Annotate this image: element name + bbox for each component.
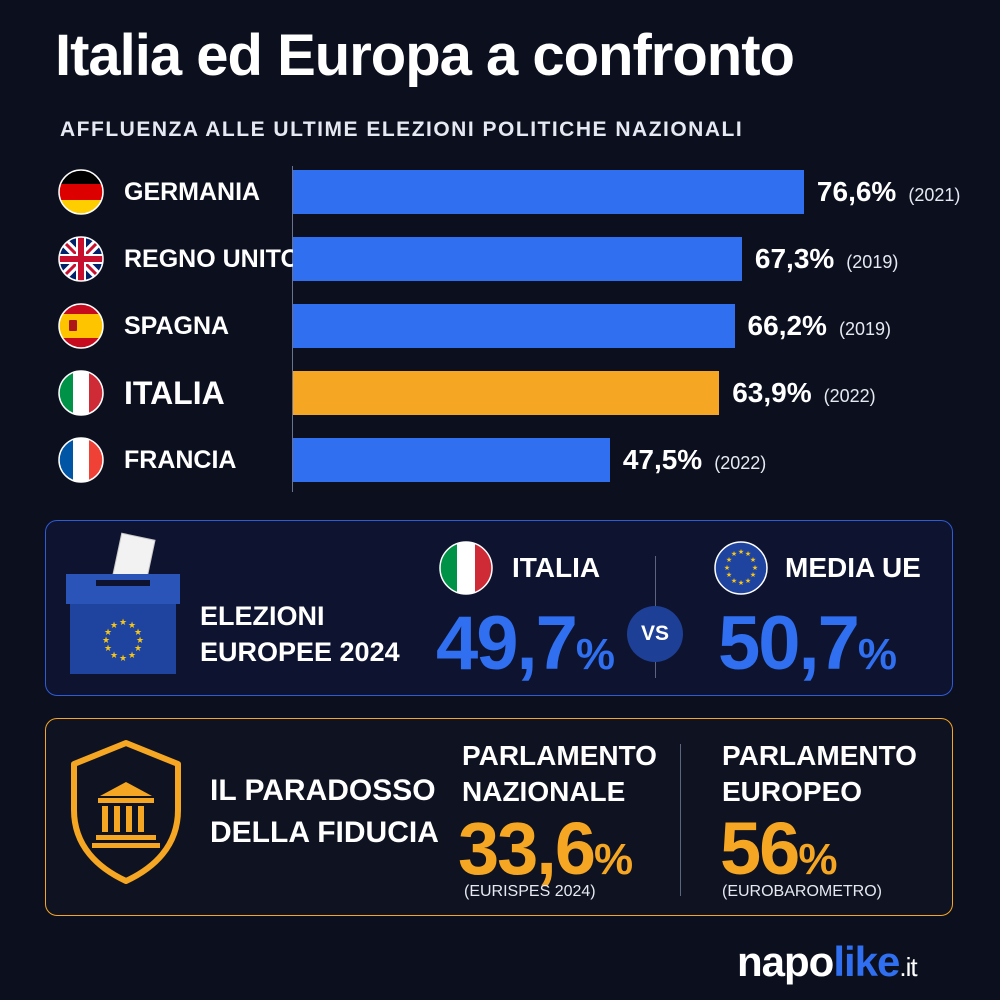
ballot-box-icon: ★ ★★ ★★★ ★★★ ★★★: [66, 532, 180, 674]
value-label: 47,5%: [622, 444, 703, 475]
svg-text:★: ★: [738, 579, 744, 587]
category-label: GERMANIA: [124, 178, 261, 206]
trust-divider: [680, 744, 681, 896]
value-label: 67,3%: [754, 243, 835, 274]
year-label: (2022): [714, 453, 767, 473]
bar: [293, 304, 735, 348]
trust-paradox-label-line2: DELLA FIDUCIA: [210, 816, 439, 849]
svg-text:★: ★: [110, 651, 118, 661]
svg-text:★: ★: [752, 564, 758, 572]
category-label: ITALIA: [124, 375, 225, 411]
european-parliament-value: 56%: [720, 807, 838, 890]
data-label: 63,9% (2022): [732, 368, 875, 418]
svg-text:★: ★: [136, 636, 144, 646]
year-label: (2019): [846, 252, 899, 272]
national-parliament-label: PARLAMENTO NAZIONALE: [462, 738, 657, 810]
eu-average-label: MEDIA UE: [785, 552, 921, 583]
germany-flag-icon: [58, 169, 104, 215]
year-label: (2022): [823, 386, 876, 406]
data-label: 66,2% (2019): [748, 301, 891, 351]
european-elections-panel: [45, 520, 953, 696]
svg-text:★: ★: [128, 651, 136, 661]
trust-paradox-label: IL PARADOSSO DELLA FIDUCIA: [210, 770, 439, 854]
data-label: 67,3% (2019): [755, 234, 898, 284]
chart-row: FRANCIA 47,5% (2022): [0, 435, 1000, 485]
value-label: 63,9%: [732, 377, 812, 408]
european-elections-label-line1: ELEZIONI: [200, 601, 325, 631]
year-label: (2021): [908, 185, 961, 205]
italy-flag-icon: [439, 541, 493, 595]
bar: [293, 237, 742, 281]
bar: [293, 371, 720, 415]
value-label: 76,6%: [816, 176, 897, 207]
vs-badge: VS: [627, 606, 683, 662]
european-parliament-label-line1: PARLAMENTO: [722, 740, 917, 771]
national-parliament-label-line2: NAZIONALE: [462, 776, 626, 807]
svg-text:★: ★: [750, 556, 756, 564]
svg-text:★: ★: [134, 628, 142, 638]
italy-eu-label: ITALIA: [512, 552, 601, 583]
trust-paradox-label-line1: IL PARADOSSO: [210, 774, 436, 807]
turnout-bar-chart: GERMANIA 76,6% (2021) REGNO UNITO 67,3% (2019…: [0, 160, 1000, 500]
svg-text:★: ★: [110, 621, 118, 631]
european-elections-label-line2: EUROPEE 2024: [200, 637, 400, 667]
national-parliament-source: (EURISPES 2024): [464, 883, 596, 900]
page-subtitle: AFFLUENZA ALLE ULTIME ELEZIONI POLITICHE…: [60, 118, 744, 141]
svg-text:★: ★: [104, 644, 112, 654]
chart-row: GERMANIA 76,6% (2021): [0, 167, 1000, 217]
category-label: SPAGNA: [124, 312, 230, 340]
svg-text:★: ★: [724, 564, 730, 572]
national-parliament-label-line1: PARLAMENTO: [462, 740, 657, 771]
svg-text:★: ★: [134, 644, 142, 654]
category-label: FRANCIA: [124, 446, 237, 474]
svg-text:★: ★: [726, 556, 732, 564]
european-parliament-source: (EUROBAROMETRO): [722, 883, 882, 900]
svg-text:★: ★: [726, 571, 732, 579]
parliament-shield-icon: [71, 740, 181, 884]
european-elections-label: ELEZIONI EUROPEE 2024: [200, 598, 400, 670]
svg-text:★: ★: [119, 654, 127, 664]
svg-text:★: ★: [731, 577, 737, 585]
year-label: (2019): [838, 319, 891, 339]
data-label: 47,5% (2022): [623, 435, 766, 485]
european-parliament-label-line2: EUROPEO: [722, 776, 863, 807]
chart-row: SPAGNA 66,2% (2019): [0, 301, 1000, 351]
italy-flag-icon: [58, 370, 104, 416]
france-flag-icon: [58, 437, 104, 483]
bar: [293, 170, 804, 214]
european-parliament-label: PARLAMENTO EUROPEO: [722, 738, 917, 810]
svg-text:★: ★: [745, 577, 751, 585]
data-label: 76,6% (2021): [817, 167, 960, 217]
chart-axis-line: [292, 166, 293, 492]
page-title: Italia ed Europa a confronto: [55, 23, 795, 88]
brand-logo: napolike.it: [737, 938, 918, 985]
svg-text:★: ★: [128, 621, 136, 631]
national-parliament-value: 33,6%: [458, 807, 634, 890]
value-label: 66,2%: [747, 310, 827, 341]
spain-flag-icon: [58, 303, 104, 349]
bar: [293, 438, 610, 482]
svg-text:★: ★: [104, 628, 112, 638]
category-label: REGNO UNITO: [124, 245, 300, 273]
trust-paradox-panel: [45, 718, 953, 916]
eu-flag-icon: ★ ★★ ★★★ ★★★ ★★★: [714, 541, 768, 595]
svg-text:★: ★: [731, 550, 737, 558]
chart-row: REGNO UNITO 67,3% (2019): [0, 234, 1000, 284]
uk-flag-icon: [58, 236, 104, 282]
svg-text:★: ★: [119, 618, 127, 628]
italy-eu-value: 49,7%: [436, 601, 616, 686]
svg-text:★: ★: [745, 550, 751, 558]
svg-text:★: ★: [750, 571, 756, 579]
svg-text:★: ★: [738, 548, 744, 556]
chart-row: ITALIA 63,9% (2022): [0, 368, 1000, 418]
svg-text:★: ★: [102, 636, 110, 646]
eu-average-value: 50,7%: [718, 601, 898, 686]
